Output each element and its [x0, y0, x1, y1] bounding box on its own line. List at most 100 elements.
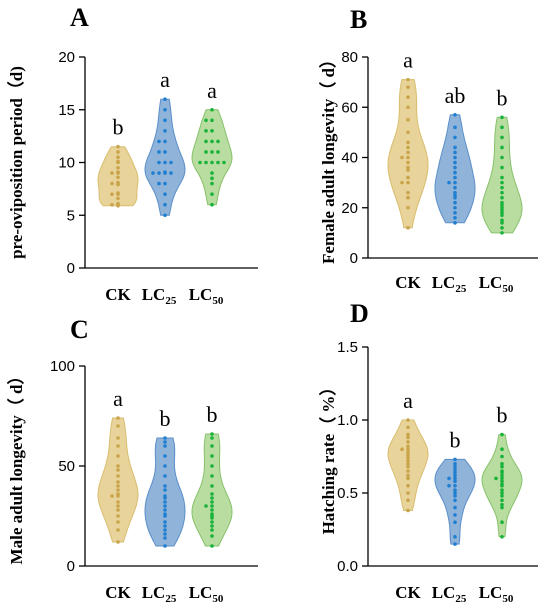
data-point: [116, 528, 120, 532]
data-point: [406, 160, 410, 165]
category-label: CK: [395, 583, 421, 602]
data-point: [157, 150, 161, 154]
data-point: [157, 160, 161, 165]
panel-letter: D: [350, 299, 369, 328]
data-point: [210, 432, 214, 436]
data-point: [163, 512, 167, 516]
data-point: [210, 139, 214, 144]
data-point: [210, 160, 214, 165]
data-point: [453, 193, 457, 197]
data-point: [406, 498, 410, 503]
data-point: [406, 453, 410, 457]
data-point: [500, 476, 504, 481]
data-point: [453, 216, 457, 220]
data-point: [163, 536, 167, 540]
data-point: [453, 155, 457, 160]
data-point: [406, 456, 410, 460]
data-point: [453, 190, 457, 195]
data-point: [210, 150, 214, 154]
data-point: [500, 469, 504, 473]
data-point: [406, 418, 410, 422]
data-point: [400, 180, 404, 185]
data-point: [453, 112, 457, 117]
y-tick-label: 0: [350, 250, 358, 267]
data-point: [116, 196, 120, 201]
significance-letter: b: [497, 403, 508, 428]
data-point: [500, 125, 504, 130]
data-point: [116, 170, 120, 174]
data-point: [116, 150, 120, 154]
data-point: [210, 500, 214, 504]
data-point: [210, 544, 214, 548]
data-point: [406, 175, 410, 180]
data-point: [198, 160, 202, 165]
y-tick-label: 1.0: [337, 412, 358, 429]
y-tick-label: 0.0: [337, 558, 358, 575]
data-point: [210, 444, 214, 448]
data-point: [163, 436, 167, 440]
data-point: [500, 462, 504, 466]
data-point: [163, 484, 167, 488]
data-point: [157, 171, 161, 175]
data-point: [500, 520, 504, 524]
significance-letter: a: [113, 386, 123, 411]
data-point: [210, 496, 214, 500]
data-point: [210, 492, 214, 496]
data-point: [500, 231, 504, 235]
data-point: [453, 165, 457, 170]
data-point: [163, 520, 167, 524]
data-point: [216, 160, 220, 165]
significance-letter: a: [403, 48, 413, 73]
violin-lc50: [481, 116, 523, 234]
data-point: [500, 498, 504, 503]
data-point: [163, 160, 167, 165]
data-point: [116, 424, 120, 428]
data-point: [453, 175, 457, 180]
category-label: LC50: [189, 583, 224, 605]
data-point: [500, 200, 504, 205]
data-point: [116, 444, 120, 448]
data-point: [453, 498, 457, 503]
data-point: [453, 170, 457, 175]
data-point: [116, 504, 120, 508]
data-point: [453, 205, 457, 210]
data-point: [116, 514, 120, 518]
violin-lc50: [191, 109, 233, 206]
data-point: [116, 201, 120, 206]
category-label: CK: [395, 273, 421, 292]
data-point: [453, 488, 457, 492]
data-point: [453, 464, 457, 469]
y-tick-label: 100: [50, 358, 75, 375]
significance-letter: a: [403, 388, 413, 413]
data-point: [116, 468, 120, 472]
data-point: [453, 494, 457, 498]
violin-ck: [97, 417, 139, 543]
data-point: [116, 480, 120, 484]
y-tick-label: 60: [341, 99, 358, 116]
data-point: [406, 450, 410, 454]
data-point: [406, 226, 410, 230]
data-point: [500, 135, 504, 140]
data-point: [204, 129, 208, 133]
data-point: [210, 520, 214, 524]
data-point: [500, 432, 504, 437]
data-point: [116, 520, 120, 524]
data-point: [500, 482, 504, 487]
data-point: [116, 484, 120, 488]
data-point: [169, 171, 173, 175]
data-point: [210, 524, 214, 528]
data-point: [406, 205, 410, 210]
y-tick-label: 40: [341, 150, 358, 167]
significance-letter: ab: [445, 83, 466, 108]
data-point: [500, 494, 504, 498]
data-point: [500, 488, 504, 492]
data-point: [453, 505, 457, 510]
data-point: [406, 190, 410, 195]
data-point: [116, 488, 120, 492]
data-point: [500, 479, 504, 484]
data-point: [163, 150, 167, 154]
data-point: [163, 454, 167, 458]
category-label: LC25: [142, 285, 177, 307]
data-point: [116, 416, 120, 420]
